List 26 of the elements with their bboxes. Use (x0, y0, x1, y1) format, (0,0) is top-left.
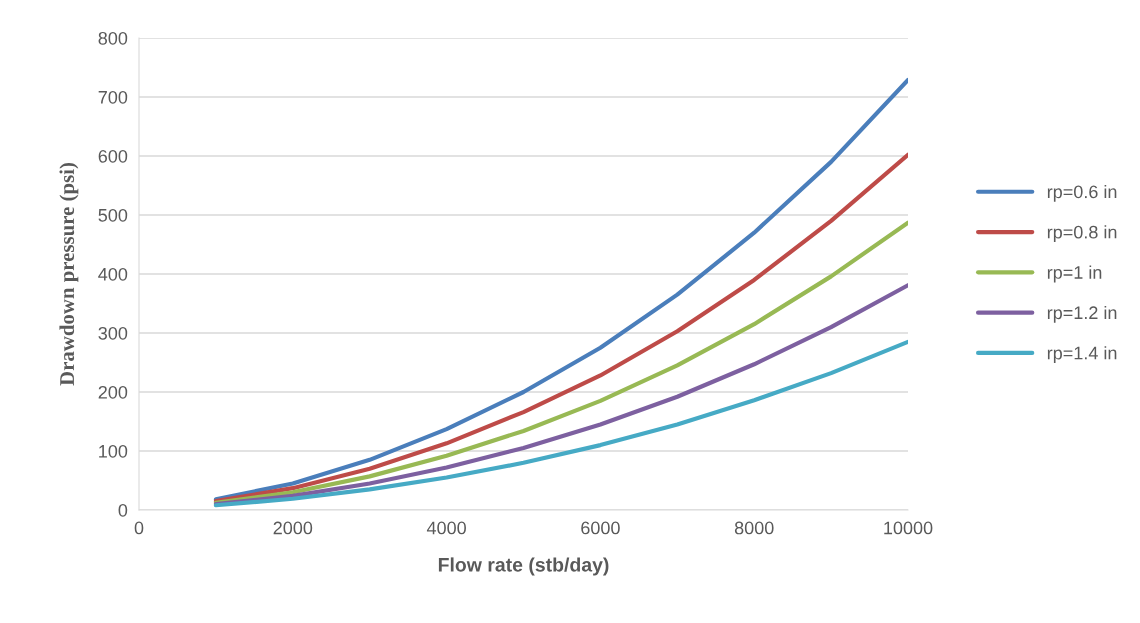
line-series (213, 152, 908, 504)
x-tick-label: 2000 (273, 521, 313, 535)
x-tick-label: 8000 (734, 521, 774, 535)
line-series (213, 283, 908, 507)
y-tick-label: 100 (99, 444, 128, 458)
line-series (213, 339, 908, 508)
y-tick-label: 700 (98, 90, 128, 104)
legend-label: rp=1 in (1047, 265, 1102, 283)
line-series (213, 77, 908, 502)
y-tick-label: 800 (98, 31, 128, 45)
y-tick-label: 200 (98, 385, 128, 399)
legend-label: rp=0.8 in (1047, 225, 1117, 243)
y-tick-label: 500 (98, 208, 128, 222)
y-tick-label: 400 (98, 267, 128, 281)
legend-label: rp=1.2 in (1047, 305, 1117, 323)
legend-label: rp=1.4 in (1047, 346, 1117, 364)
y-tick-label: 300 (98, 326, 128, 340)
x-tick-label: 0 (134, 521, 144, 535)
legend-label: rp=0.6 in (1047, 184, 1117, 202)
x-tick-label: 6000 (581, 521, 620, 535)
x-tick-label: 4000 (426, 521, 466, 535)
y-axis-title: Drawdown pressure (psi) (59, 163, 79, 386)
y-tick-label: 600 (98, 149, 128, 163)
x-tick-label: 10000 (884, 521, 933, 535)
y-tick-label: 0 (118, 503, 128, 517)
x-axis-title: Flow rate (stb/day) (438, 557, 609, 576)
